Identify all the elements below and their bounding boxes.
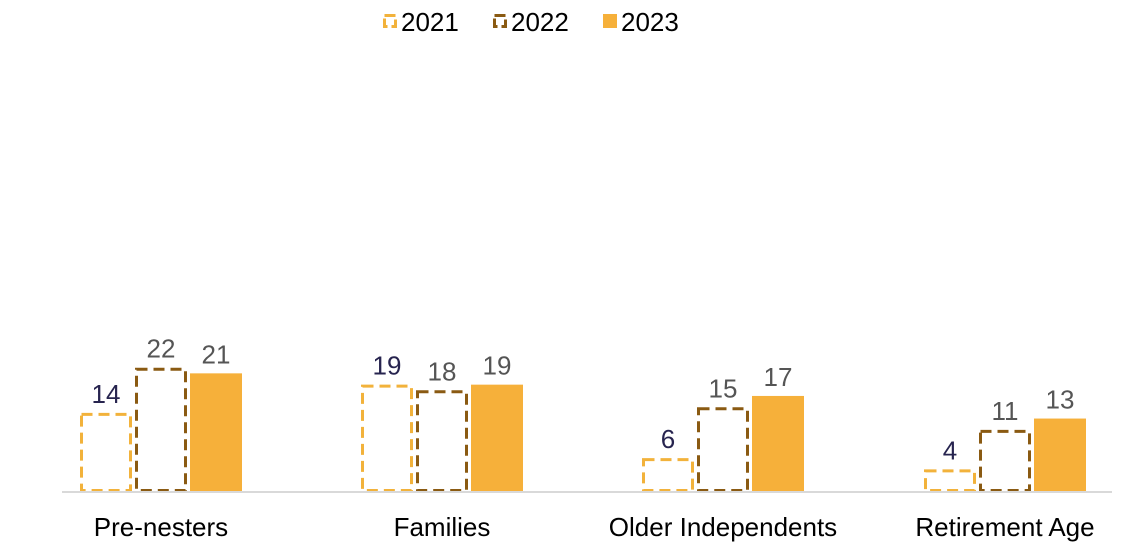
bar-2022-retirement-age [979,429,1031,493]
bar-2022-pre-nesters [135,367,187,493]
legend-label-2021: 2021 [401,7,459,37]
legend-swatch-2022 [493,14,507,28]
bar-2023-retirement-age [1034,418,1086,492]
data-label-2023-families: 19 [483,351,512,381]
legend-swatch-2021 [383,14,397,28]
data-label-2021-pre-nesters: 14 [92,379,121,409]
bar-2021-older-independents [642,458,694,493]
bar-2022-older-independents [697,407,749,492]
legend-swatch-2023 [603,14,617,28]
bar-2021-pre-nesters [80,412,132,492]
bar-2023-pre-nesters [190,373,242,492]
data-label-2021-retirement-age: 4 [943,435,957,465]
data-labels: 14 22 21 19 18 19 6 15 17 4 11 13 [92,334,1075,466]
bar-2021-retirement-age [924,469,976,492]
data-label-2022-families: 18 [428,356,457,386]
category-label-families: Families [394,512,491,542]
bars [80,367,1086,493]
legend-label-2023: 2023 [621,7,679,37]
bar-2022-families [416,390,468,492]
bar-2021-families [361,384,413,492]
bar-2023-families [471,384,523,492]
legend: 2021 2022 2023 [383,7,679,37]
data-label-2023-older-independents: 17 [764,362,793,392]
data-label-2021-families: 19 [373,351,402,381]
data-label-2023-retirement-age: 13 [1046,385,1075,415]
data-label-2022-older-independents: 15 [709,373,738,403]
category-label-pre-nesters: Pre-nesters [94,512,228,542]
data-label-2022-pre-nesters: 22 [147,334,176,364]
data-label-2022-retirement-age: 11 [992,396,1019,426]
category-label-retirement-age: Retirement Age [915,512,1094,542]
data-label-2021-older-independents: 6 [661,424,675,454]
data-label-2023-pre-nesters: 21 [202,339,231,369]
category-label-older-independents: Older Independents [609,512,837,542]
legend-label-2022: 2022 [511,7,569,37]
bar-2023-older-independents [752,395,804,492]
category-labels: Pre-nesters Families Older Independents Ret… [94,512,1095,542]
